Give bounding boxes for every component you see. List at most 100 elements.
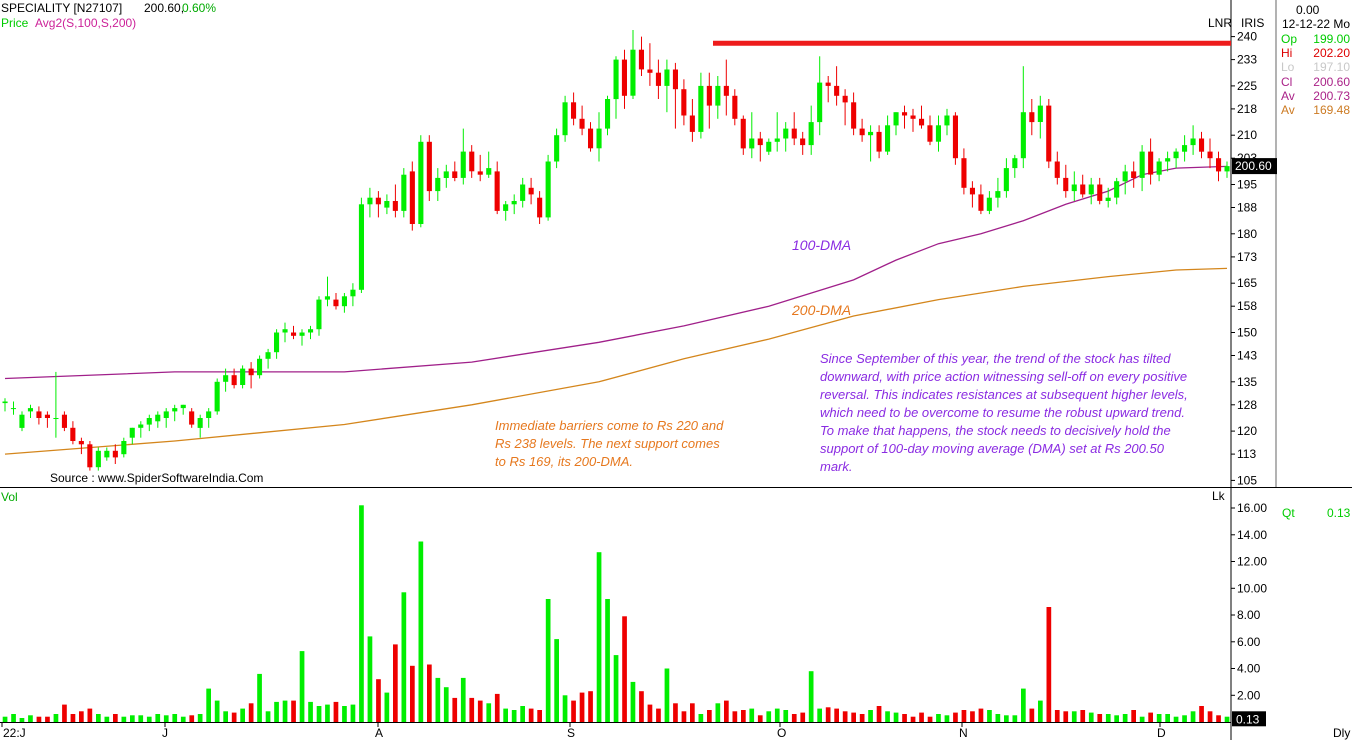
date-tick-label: D (1157, 726, 1166, 740)
volume-bar (630, 681, 636, 722)
volume-bar (62, 704, 67, 722)
volume-bar (70, 714, 76, 722)
candle-body (800, 138, 806, 146)
candle-body (757, 138, 763, 146)
volume-bar (155, 714, 161, 722)
volume-bar (180, 716, 186, 722)
volume-bar (28, 715, 33, 722)
candle-body (715, 85, 721, 106)
volume-bar (1156, 714, 1162, 722)
volume-bar (885, 711, 890, 722)
volume-bar (443, 687, 449, 722)
dma100-label: 100-DMA (792, 237, 852, 253)
info-value: 202.20 (1313, 46, 1350, 60)
volume-bar (163, 715, 169, 722)
price-tick-label: 143 (1237, 349, 1257, 363)
date-tick-label: O (777, 726, 786, 740)
qt-value: 0.13 (1327, 506, 1351, 520)
volume-bar (953, 712, 958, 722)
volume-bar (741, 710, 746, 722)
volume-bar (53, 714, 59, 722)
volume-bar (1105, 714, 1111, 722)
volume-bar (1182, 715, 1187, 722)
volume-bar (715, 703, 721, 722)
volume-bar (919, 712, 924, 722)
candle-body (214, 381, 220, 412)
candle-body (952, 115, 958, 159)
volume-bar (732, 711, 738, 722)
candle-body (554, 135, 560, 162)
candle-body (766, 141, 772, 152)
volume-bar (1190, 711, 1196, 722)
volume-bar (121, 716, 127, 722)
date-tick-label: N (959, 726, 968, 740)
candle-body (163, 411, 169, 418)
date-tick-label: A (375, 726, 383, 740)
volume-tick-label: 4.00 (1237, 662, 1261, 676)
volume-bar (1131, 710, 1136, 722)
volume-bar (613, 655, 619, 722)
dma200-label: 200-DMA (792, 302, 852, 318)
volume-bar (36, 716, 42, 722)
info-value: 200.73 (1313, 89, 1350, 103)
dma200-line (4, 267, 1228, 455)
dly-label: Dly (1333, 726, 1351, 740)
price-tick-label: 158 (1237, 299, 1257, 313)
info-row-close: Cl 200.60 (1281, 75, 1352, 90)
volume-bar (172, 714, 178, 722)
volume-bar (927, 716, 933, 722)
candle-body (986, 197, 992, 211)
volume-bar (724, 700, 729, 722)
volume-bar (681, 711, 687, 722)
candle-body (316, 299, 322, 330)
candle-body (1105, 197, 1111, 201)
info-label: Av (1281, 89, 1295, 103)
volume-bar (1021, 688, 1026, 722)
volume-bar (435, 677, 441, 722)
candle-body (10, 408, 16, 410)
last-volume-label: 0.13 (1236, 712, 1260, 726)
volume-tick-label: 8.00 (1237, 608, 1261, 622)
volume-bar (104, 716, 110, 722)
candle-body (350, 289, 356, 297)
volume-bar (299, 651, 305, 722)
candle-body (1190, 138, 1196, 146)
candle-body (825, 82, 831, 86)
volume-bar (1122, 714, 1128, 722)
volume-bar (469, 697, 475, 722)
candle-body (282, 329, 288, 333)
candle-body (104, 450, 110, 458)
volume-bar (197, 714, 203, 722)
volume-tick-label: 16.00 (1237, 501, 1267, 515)
volume-bar (265, 711, 271, 722)
candle-body (1156, 161, 1162, 175)
candle-body (70, 427, 76, 441)
price-tick-label: 120 (1237, 424, 1257, 438)
candle-body (1165, 158, 1171, 162)
volume-bars (2, 505, 1230, 722)
candle-body (944, 115, 950, 126)
candle-body (1020, 112, 1026, 159)
volume-bar (1071, 711, 1077, 722)
candle-body (638, 49, 644, 70)
candle-body (19, 414, 25, 428)
candle-body (681, 89, 687, 116)
volume-bar (859, 714, 865, 722)
volume-bar (825, 707, 831, 722)
candle-body (545, 161, 551, 218)
candle-body (613, 59, 619, 100)
candle-body (1080, 184, 1086, 195)
volume-bar (45, 716, 50, 722)
candle-body (919, 118, 925, 126)
info-row-avg200: Av 169.48 (1281, 103, 1352, 118)
candle-body (588, 128, 594, 149)
candle-body (503, 204, 509, 211)
candle-body (426, 141, 432, 192)
volume-axis: 2.00 4.00 6.00 8.00 10.00 12.00 14.00 16.00 0.13 (1231, 501, 1267, 727)
candle-body (87, 444, 93, 468)
volume-bar (240, 708, 245, 722)
volume-tick-label: 6.00 (1237, 635, 1261, 649)
candle-body (240, 368, 246, 385)
volume-bar (248, 703, 254, 722)
